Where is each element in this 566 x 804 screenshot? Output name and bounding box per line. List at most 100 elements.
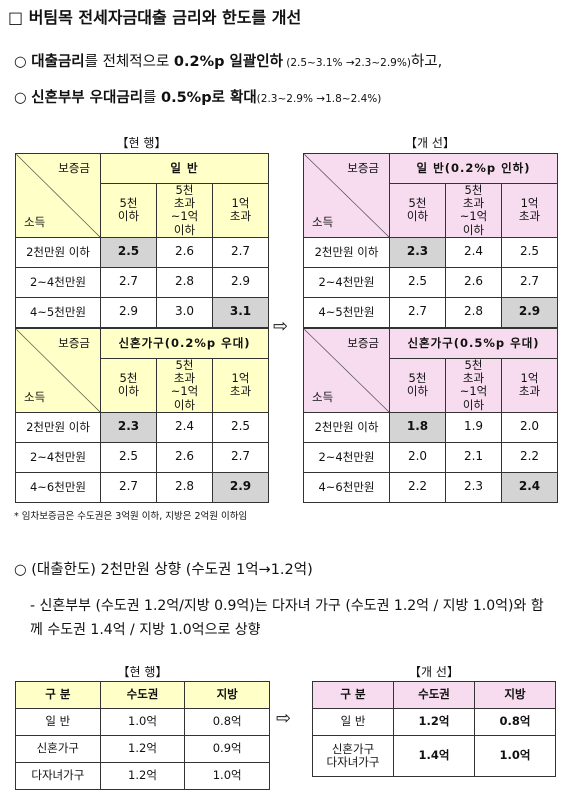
limit-cell: 1.0억	[474, 735, 556, 777]
column-header: 5천 이하	[389, 358, 446, 413]
title: □ 버팀목 전세자금대출 금리와 한도를 개선	[8, 8, 302, 27]
row: 2천만원 이하 2.3 2.4 2.5	[303, 236, 559, 268]
row-label: 2천만원 이하	[15, 236, 101, 268]
row-label: 일 반	[15, 708, 101, 736]
rate-cell: 2.4	[156, 411, 213, 443]
row: 구 분 수도권 지방	[15, 681, 270, 709]
rate-cell: 2.0	[501, 411, 558, 443]
rate-cell: 2.7	[100, 266, 157, 298]
text-run: 0.5%p로 확대	[161, 90, 257, 106]
text-run: (대출한도) 2천만원 상향	[31, 562, 182, 578]
table-label: 【현 행】	[117, 665, 168, 679]
row: 보증금 소득 신혼가구(0.5%p 우대)	[303, 328, 558, 413]
rate-cell: 2.5	[100, 236, 157, 268]
bullet: ○ 대출금리를 전체적으로 0.2%p 일괄인하 (2.5~3.1% →2.3~…	[14, 50, 442, 71]
row: 2천만원 이하 1.8 1.9 2.0	[303, 411, 558, 443]
rate-cell: 2.5	[100, 441, 157, 473]
rate-cell: 2.8	[156, 471, 213, 503]
row-label: 2천만원 이하	[303, 411, 390, 443]
rate-cell: 3.0	[156, 296, 213, 328]
rate-cell: 2.4	[445, 236, 502, 268]
row: 보증금 소득 신혼가구(0.2%p 우대)	[15, 328, 269, 413]
rate-cell: 2.2	[389, 471, 446, 503]
row-label: 4~5천만원	[15, 296, 101, 328]
rate-cell: 2.8	[156, 266, 213, 298]
rate-cell: 1.9	[445, 411, 502, 443]
row-label: 일 반	[312, 708, 394, 736]
rate-cell: 2.7	[389, 296, 446, 328]
rate-table: 보증금 소득 신혼가구(0.5%p 우대) 5천 이하 5천 초과 ~1억 이하 1억 초…	[303, 328, 558, 503]
row: 다자녀가구 1.2억 1.0억	[15, 762, 270, 790]
section-heading: ○ (대출한도) 2천만원 상향 (수도권 1억→1.2억)	[14, 558, 313, 579]
column-header: 5천 초과 ~1억 이하	[156, 358, 213, 413]
table-label: 【개 선】	[405, 136, 455, 150]
text-run: - 신혼부부	[30, 598, 96, 614]
column-header: 1억 초과	[211, 183, 270, 238]
row: 일 반 1.2억 0.8억	[312, 708, 556, 736]
rate-cell: 2.9	[212, 471, 269, 503]
row: 2천만원 이하 2.3 2.4 2.5	[15, 411, 269, 443]
column-header: 1억 초과	[212, 358, 269, 413]
column-header: 5천 이하	[100, 183, 157, 238]
corner-bottom: 소득	[312, 214, 334, 229]
text-run: ○	[14, 562, 32, 578]
text-run: (수도권 1.2억 / 지방 1.0억)	[345, 598, 514, 614]
corner-cell: 보증금 소득	[303, 153, 390, 238]
corner-bottom: 소득	[312, 389, 334, 404]
row: 2~4천만원 2.5 2.6 2.7	[15, 441, 269, 473]
rate-cell: 2.2	[501, 441, 558, 473]
column-header: 수도권	[393, 681, 475, 709]
row-label: 2~4천만원	[303, 441, 390, 473]
limit-cell: 0.9억	[184, 735, 270, 763]
rate-cell: 2.8	[445, 296, 502, 328]
row-label: 다자녀가구	[15, 762, 101, 790]
limit-table: 구 분 수도권 지방 일 반 1.0억 0.8억 신혼가구 1.2억 0.9억 다자녀가구 1.2억…	[15, 681, 270, 790]
column-header: 지방	[184, 681, 270, 709]
limit-table: 구 분 수도권 지방 일 반 1.2억 0.8억 신혼가구 다자녀가구 1.4억 1.0억	[312, 681, 556, 777]
row: 구 분 수도권 지방	[312, 681, 556, 709]
rate-cell: 2.9	[211, 266, 270, 298]
corner-cell: 보증금 소득	[15, 153, 101, 238]
text-run: (2.5~3.1% →2.3~2.9%)	[282, 57, 411, 69]
arrow: ⇨	[276, 708, 292, 729]
table-title: 일 반(0.2%p 인하)	[388, 153, 559, 184]
row: 2천만원 이하 2.5 2.6 2.7	[15, 236, 270, 268]
row-label: 신혼가구	[15, 735, 101, 763]
rate-cell: 2.6	[156, 441, 213, 473]
table-label: 【개 선】	[409, 665, 459, 679]
text-run: ○	[14, 90, 32, 106]
row: 5천 이하 5천 초과 ~1억 이하 1억 초과	[304, 183, 559, 238]
rate-table: 보증금 소득 일 반(0.2%p 인하) 5천 이하 5천 초과 ~1억 이하 1억 초과…	[303, 153, 559, 328]
bullet: ○ 신혼부부 우대금리를 0.5%p로 확대(2.3~2.9% →1.8~2.4…	[14, 86, 381, 107]
column-header: 5천 초과 ~1억 이하	[445, 358, 502, 413]
row-label: 신혼가구 다자녀가구	[312, 735, 394, 777]
rate-cell: 2.5	[500, 236, 559, 268]
row: 신혼가구 1.2억 0.9억	[15, 735, 270, 763]
row-label: 2~4천만원	[15, 441, 101, 473]
row-label: 2~4천만원	[303, 266, 390, 298]
corner-bottom: 소득	[24, 389, 46, 404]
column-header: 수도권	[99, 681, 186, 709]
limit-cell: 0.8억	[184, 708, 270, 736]
text-run: 0.2%p 일괄인하	[173, 54, 283, 70]
text-run: 신혼부부 우대금리	[31, 90, 144, 106]
text-run: 수도권 1.4억 / 지방 1.0억	[47, 622, 205, 638]
text-run: 으로 상향	[204, 622, 261, 638]
rate-cell: 2.7	[100, 471, 157, 503]
column-header: 구 분	[312, 681, 394, 709]
rate-cell: 2.1	[445, 441, 502, 473]
text-run: (수도권 1억→1.2억)	[181, 562, 313, 578]
row: 4~6천만원 2.7 2.8 2.9	[15, 471, 269, 503]
corner-top: 보증금	[347, 336, 379, 350]
row-label: 4~5천만원	[303, 296, 390, 328]
rate-cell: 2.5	[212, 411, 269, 443]
row-label: 2~4천만원	[15, 266, 101, 298]
limit-cell: 0.8억	[474, 708, 556, 736]
rate-table: 보증금 소득 일 반 5천 이하 5천 초과 ~1억 이하 1억 초과 2천만원 이하 2.5…	[15, 153, 270, 328]
rate-cell: 2.3	[445, 471, 502, 503]
column-header: 1억 초과	[501, 358, 558, 413]
row-label: 4~6천만원	[15, 471, 101, 503]
table-title: 신혼가구(0.2%p 우대)	[100, 328, 269, 359]
row-label: 2천만원 이하	[303, 236, 390, 268]
